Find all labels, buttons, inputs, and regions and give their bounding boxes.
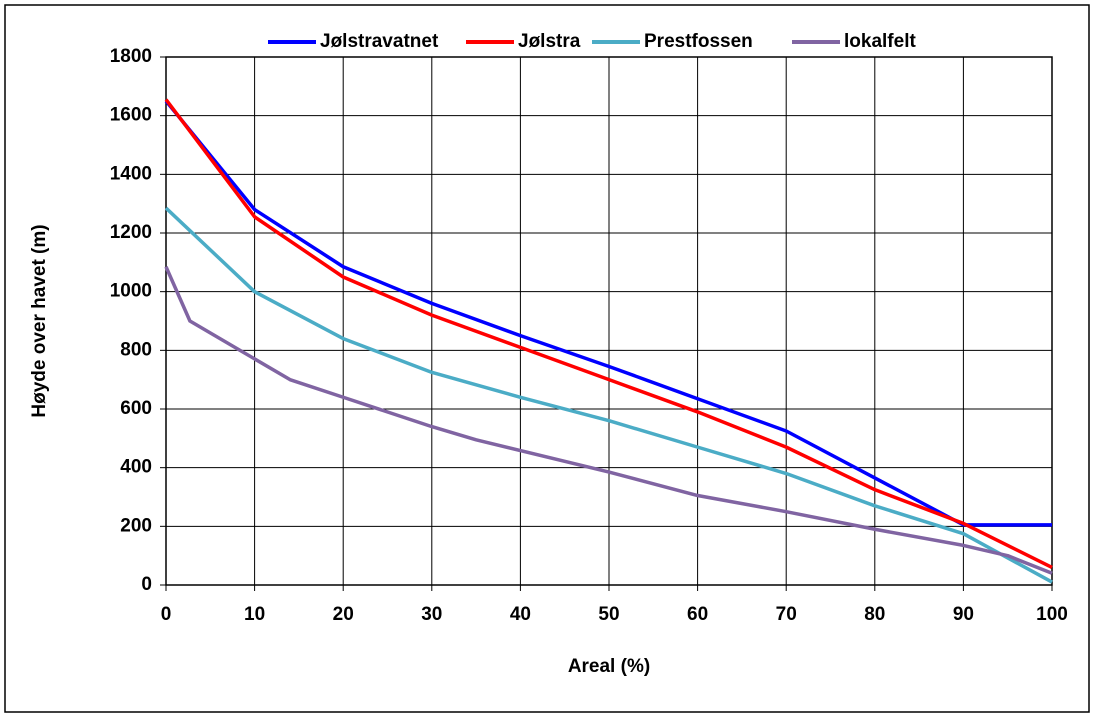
series-line — [164, 266, 1053, 575]
x-tick-label: 80 — [864, 604, 885, 625]
plot-area — [165, 56, 1053, 586]
y-tick-label: 1400 — [110, 163, 152, 184]
x-tick-label: 40 — [510, 604, 531, 625]
x-tick-label: 0 — [161, 604, 172, 625]
legend-label: Jølstra — [518, 31, 581, 52]
x-tick-label: 30 — [421, 604, 442, 625]
x-tick-label: 90 — [953, 604, 974, 625]
y-tick-label: 400 — [120, 457, 152, 478]
legend-label: lokalfelt — [844, 31, 916, 52]
y-axis-label: Høyde over havet (m) — [29, 224, 50, 417]
y-tick-label: 800 — [120, 339, 152, 360]
x-tick-label: 10 — [244, 604, 265, 625]
y-tick-label: 200 — [120, 515, 152, 536]
x-tick-label: 100 — [1036, 604, 1068, 625]
series-line — [164, 99, 1052, 527]
y-tick-label: 600 — [120, 398, 152, 419]
x-tick-label: 60 — [687, 604, 708, 625]
y-tick-label: 0 — [141, 574, 152, 595]
legend-label: Jølstravatnet — [320, 31, 439, 52]
y-tick-label: 1200 — [110, 222, 152, 243]
x-axis-label: Areal (%) — [568, 656, 650, 677]
series-line — [164, 206, 1053, 584]
x-tick-label: 20 — [333, 604, 354, 625]
y-tick-label: 1800 — [110, 46, 152, 67]
y-tick-label: 1000 — [110, 281, 152, 302]
y-tick-label: 1600 — [110, 105, 152, 126]
x-tick-label: 70 — [776, 604, 797, 625]
legend-label: Prestfossen — [644, 31, 753, 52]
x-tick-label: 50 — [598, 604, 619, 625]
series-line — [164, 98, 1053, 569]
